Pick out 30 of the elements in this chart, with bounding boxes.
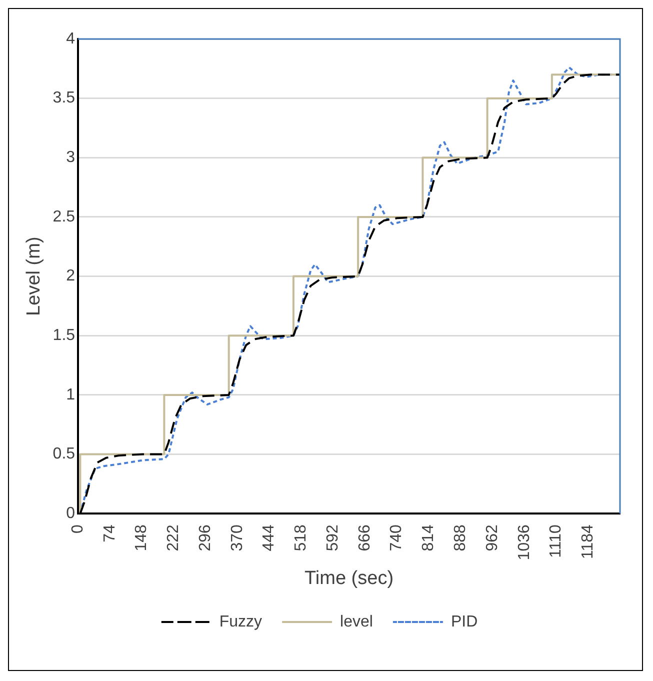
x-tick-label: 740 (388, 524, 406, 552)
y-tick-label: 1 (66, 386, 76, 404)
legend-label: PID (450, 613, 478, 630)
y-tick-label: 4 (66, 30, 76, 48)
x-tick-label: 148 (133, 524, 150, 552)
y-tick-label: 3 (66, 149, 76, 166)
y-tick-label: 2 (66, 268, 76, 285)
y-tick-label: 0.5 (52, 446, 76, 463)
y-tick-label: 3.5 (52, 90, 76, 107)
x-tick-label: 1184 (580, 524, 597, 560)
x-tick-label: 1036 (516, 524, 533, 560)
x-tick-label: 74 (101, 524, 118, 542)
x-tick-label: 370 (228, 524, 246, 552)
y-tick-label: 0 (66, 505, 76, 522)
x-tick-label: 518 (292, 524, 310, 552)
x-tick-label: 1110 (548, 524, 565, 558)
x-tick-label: 814 (420, 524, 438, 552)
y-tick-label: 1.5 (52, 327, 76, 344)
legend-label: level (340, 613, 373, 630)
x-tick-label: 888 (452, 524, 470, 552)
y-axis-title: Level (m) (24, 236, 45, 316)
x-tick-label: 962 (484, 524, 501, 552)
x-axis-title: Time (sec) (304, 568, 394, 589)
x-tick-label: 296 (196, 524, 214, 552)
x-tick-label: 592 (324, 524, 342, 552)
x-tick-label: 222 (165, 524, 182, 552)
legend-label: Fuzzy (219, 613, 262, 630)
x-tick-label: 444 (260, 524, 278, 552)
y-tick-label: 2.5 (52, 208, 76, 226)
x-tick-label: 666 (356, 524, 374, 552)
